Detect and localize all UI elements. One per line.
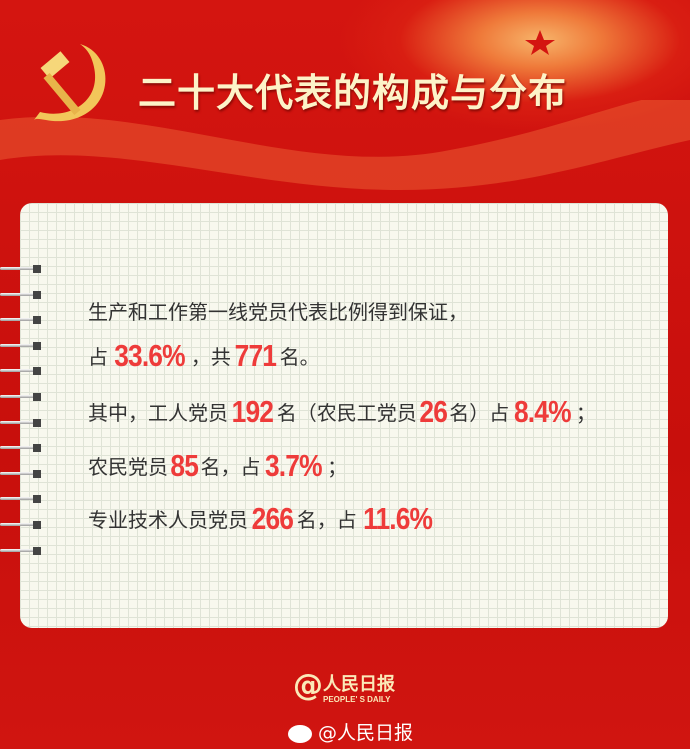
- notebook-card: [20, 203, 668, 628]
- binding-ring: [0, 341, 42, 350]
- binding-ring: [0, 444, 42, 453]
- text: 农民党员: [88, 455, 168, 479]
- highlight-number: 8.4%: [514, 394, 572, 429]
- binding-ring: [0, 290, 42, 299]
- highlight-number: 192: [231, 394, 274, 429]
- highlight-number: 11.6%: [362, 501, 433, 536]
- binding-ring: [0, 393, 42, 401]
- logo-text: 人民日报: [323, 674, 395, 695]
- hammer-sickle-icon: [34, 44, 106, 122]
- binding-ring: [0, 495, 42, 504]
- highlight-number: 3.7%: [265, 448, 323, 483]
- content-line-1: 生产和工作第一线党员代表比例得到保证，: [88, 296, 468, 325]
- highlight-number: 85: [170, 448, 199, 483]
- text: 生产和工作第一线党员代表比例得到保证，: [88, 300, 468, 324]
- text: ；: [327, 455, 348, 479]
- weibo-icon: [288, 724, 312, 743]
- binding-ring: [0, 367, 42, 376]
- text: ；: [575, 401, 596, 425]
- highlight-number: 26: [419, 394, 447, 429]
- text: 占: [88, 345, 108, 369]
- binding-ring: [0, 469, 42, 478]
- text: 其中，工人党员: [88, 401, 228, 425]
- text: ，共: [190, 345, 231, 369]
- binding-ring: [0, 521, 42, 529]
- content-line-5: 专业技术人员党员 266 名，占 11.6%: [88, 501, 438, 537]
- text: 名，占: [200, 455, 261, 479]
- text: 名，占: [296, 508, 357, 532]
- text: 专业技术人员党员: [88, 508, 248, 532]
- peoples-daily-logo: @人民日报 PEOPLE' S DAILY: [293, 668, 395, 704]
- binding-ring: [0, 418, 42, 427]
- content-line-2: 占 33.6% ，共 771 名。: [88, 338, 320, 374]
- highlight-number: 266: [251, 501, 294, 536]
- weibo-handle: @人民日报: [288, 718, 413, 745]
- star-icon: [525, 30, 555, 55]
- text: 名（农民工党员: [276, 401, 417, 425]
- binding-ring: [0, 546, 42, 555]
- binding-ring: [0, 316, 42, 325]
- content-line-4: 农民党员85 名，占 3.7%；: [88, 448, 347, 484]
- text: 名）占: [449, 401, 510, 425]
- text: 名。: [279, 345, 320, 369]
- logo-english: PEOPLE' S DAILY: [323, 695, 391, 704]
- content-line-3: 其中，工人党员 192 名（农民工党员26 名）占 8.4%；: [88, 394, 596, 430]
- page-title: 二十大代表的构成与分布: [138, 71, 568, 115]
- highlight-number: 33.6%: [114, 338, 185, 373]
- binding-ring: [0, 265, 42, 273]
- decorative-wave: [0, 100, 690, 190]
- weibo-text: @人民日报: [318, 722, 414, 744]
- at-icon: @: [293, 668, 323, 703]
- highlight-number: 771: [234, 338, 277, 373]
